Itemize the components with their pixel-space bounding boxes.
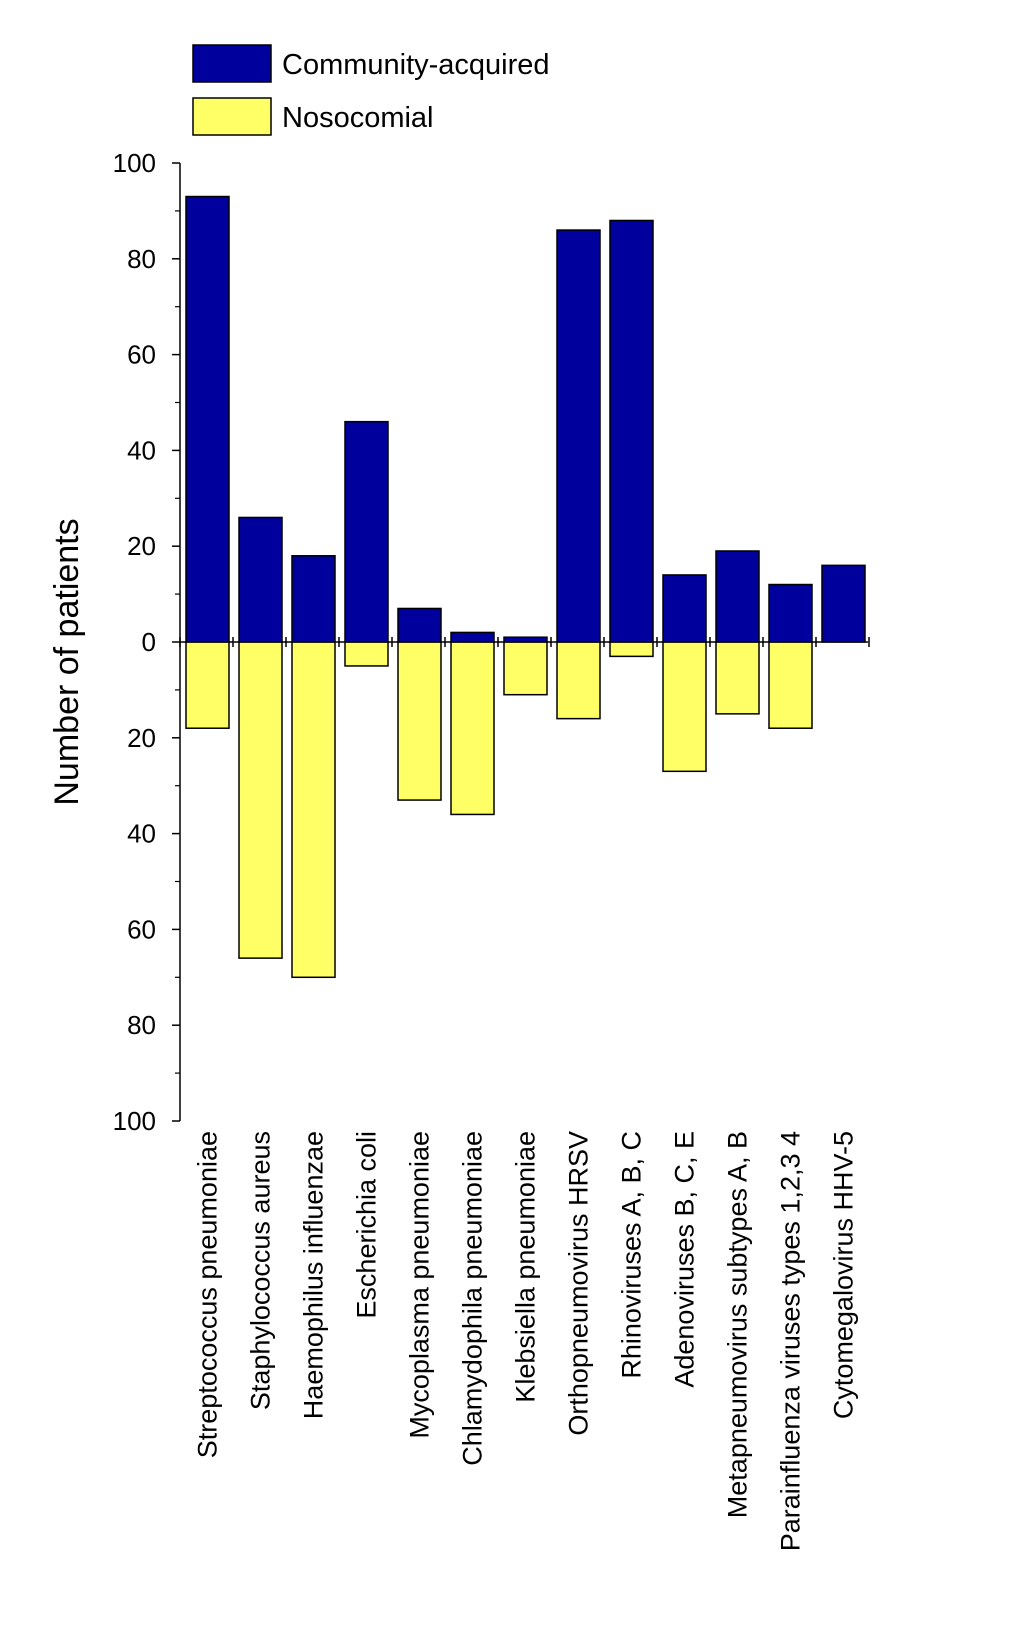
y-tick-label: 60 bbox=[127, 340, 156, 370]
y-tick-label: 80 bbox=[127, 1010, 156, 1040]
y-tick-label: 40 bbox=[127, 819, 156, 849]
bar-nosocomial-10 bbox=[715, 641, 760, 715]
category-label: Chlamydophila pneumoniae bbox=[458, 1131, 488, 1466]
y-ticks: 100 80 60 40 20 0 20 40 60 80 100 bbox=[113, 148, 180, 1136]
legend: Community-acquired Nosocomial bbox=[192, 44, 550, 136]
category-label: Streptococcus pneumoniae bbox=[193, 1131, 223, 1458]
bar-nosocomial-4 bbox=[397, 641, 442, 801]
bar-nosocomial-11 bbox=[768, 641, 813, 729]
bar-nosocomial-6 bbox=[503, 641, 548, 696]
y-tick-label: 100 bbox=[113, 148, 156, 178]
bar-community-acquired-0 bbox=[185, 195, 230, 643]
category-label: Metapneumovirus subtypes A, B bbox=[723, 1131, 753, 1518]
category-label: Parainfluenza viruses types 1,2,3 4 bbox=[776, 1131, 806, 1551]
category-label: Staphylococcus aureus bbox=[246, 1131, 276, 1410]
bar-nosocomial-2 bbox=[291, 641, 336, 979]
bar-community-acquired-11 bbox=[768, 583, 813, 643]
legend-swatch-community-acquired bbox=[192, 44, 272, 83]
bar-nosocomial-7 bbox=[556, 641, 601, 720]
bar-community-acquired-8 bbox=[609, 219, 654, 643]
category-label: Mycoplasma pneumoniae bbox=[405, 1131, 435, 1439]
y-axis-title: Number of patients bbox=[48, 518, 86, 805]
bar-community-acquired-7 bbox=[556, 229, 601, 643]
bar-community-acquired-4 bbox=[397, 607, 442, 643]
bar-community-acquired-1 bbox=[238, 516, 283, 643]
category-label: Haemophilus influenzae bbox=[299, 1131, 329, 1419]
axes bbox=[179, 163, 870, 1121]
bar-nosocomial-0 bbox=[185, 641, 230, 729]
bar-nosocomial-8 bbox=[609, 641, 654, 658]
y-tick-label: 100 bbox=[113, 1106, 156, 1136]
category-label: Orthopneumovirus HRSV bbox=[564, 1131, 594, 1436]
legend-label-community-acquired: Community-acquired bbox=[282, 49, 550, 81]
bar-nosocomial-9 bbox=[662, 641, 707, 773]
bar-nosocomial-5 bbox=[450, 641, 495, 816]
legend-swatch-nosocomial bbox=[192, 97, 272, 136]
bars bbox=[185, 195, 866, 979]
bar-nosocomial-3 bbox=[344, 641, 389, 667]
category-label: Escherichia coli bbox=[352, 1131, 382, 1319]
bar-nosocomial-1 bbox=[238, 641, 283, 959]
bar-community-acquired-3 bbox=[344, 420, 389, 643]
category-label: Klebsiella pneumoniae bbox=[511, 1131, 541, 1403]
bar-community-acquired-2 bbox=[291, 555, 336, 643]
legend-label-nosocomial: Nosocomial bbox=[282, 102, 434, 134]
y-tick-label: 20 bbox=[127, 531, 156, 561]
y-tick-label: 0 bbox=[142, 627, 156, 657]
y-tick-label: 80 bbox=[127, 244, 156, 274]
bar-community-acquired-10 bbox=[715, 550, 760, 643]
category-label: Cytomegalovirus HHV-5 bbox=[829, 1131, 859, 1419]
bar-community-acquired-9 bbox=[662, 574, 707, 643]
category-label: Rhinoviruses A, B, C bbox=[617, 1131, 647, 1379]
category-label: Adenoviruses B, C, E bbox=[670, 1131, 700, 1388]
bar-community-acquired-12 bbox=[821, 564, 866, 643]
y-tick-label: 40 bbox=[127, 435, 156, 465]
y-tick-label: 20 bbox=[127, 723, 156, 753]
y-tick-label: 60 bbox=[127, 914, 156, 944]
bar-community-acquired-5 bbox=[450, 631, 495, 643]
category-labels: Streptococcus pneumoniae Staphylococcus a… bbox=[193, 1131, 859, 1551]
